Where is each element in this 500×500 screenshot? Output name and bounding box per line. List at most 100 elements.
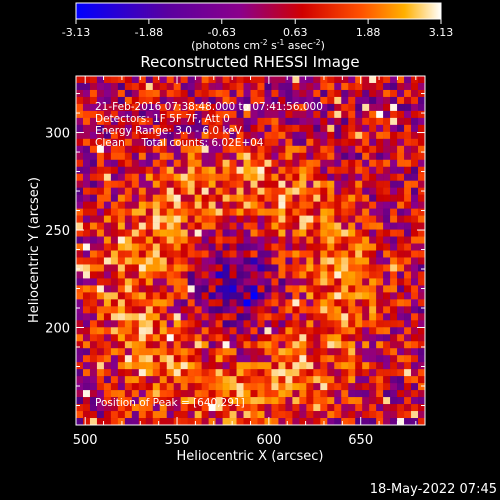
- heatmap-pixel: [411, 404, 419, 412]
- heatmap-pixel: [131, 138, 140, 147]
- heatmap-pixel: [376, 313, 384, 321]
- heatmap-pixel: [250, 271, 258, 279]
- heatmap-pixel: [124, 278, 133, 286]
- heatmap-pixel: [341, 89, 349, 98]
- heatmap-pixel: [124, 117, 133, 126]
- heatmap-pixel: [362, 418, 370, 426]
- heatmap-pixel: [117, 222, 126, 230]
- heatmap-pixel: [369, 362, 377, 370]
- heatmap-pixel: [397, 355, 405, 363]
- heatmap-pixel: [152, 187, 161, 195]
- heatmap-pixel: [124, 138, 133, 147]
- heatmap-pixel: [201, 201, 209, 209]
- heatmap-pixel: [250, 82, 258, 91]
- heatmap-pixel: [152, 131, 161, 140]
- heatmap-pixel: [215, 180, 223, 188]
- heatmap-pixel: [306, 278, 314, 286]
- heatmap-pixel: [320, 355, 328, 363]
- heatmap-pixel: [264, 201, 272, 209]
- heatmap-pixel: [173, 124, 181, 133]
- heatmap-pixel: [82, 376, 91, 384]
- heatmap-pixel: [397, 236, 405, 244]
- heatmap-pixel: [117, 145, 126, 154]
- heatmap-pixel: [82, 145, 91, 154]
- heatmap-pixel: [229, 362, 237, 370]
- heatmap-pixel: [110, 334, 119, 342]
- heatmap-pixel: [341, 271, 349, 279]
- heatmap-pixel: [194, 124, 202, 133]
- heatmap-pixel: [110, 299, 119, 307]
- heatmap-pixel: [257, 369, 265, 377]
- heatmap-pixel: [327, 299, 335, 307]
- heatmap-pixel: [76, 355, 84, 363]
- heatmap-pixel: [194, 229, 202, 237]
- heatmap-pixel: [383, 313, 391, 321]
- heatmap-pixel: [89, 341, 98, 349]
- heatmap-pixel: [166, 264, 175, 272]
- heatmap-pixel: [215, 82, 223, 91]
- heatmap-pixel: [180, 411, 188, 419]
- heatmap-pixel: [76, 257, 84, 265]
- heatmap-pixel: [411, 362, 419, 370]
- heatmap-pixel: [138, 264, 147, 272]
- heatmap-pixel: [124, 229, 133, 237]
- heatmap-pixel: [222, 145, 230, 154]
- heatmap-pixel: [110, 278, 119, 286]
- heatmap-pixel: [145, 82, 154, 91]
- heatmap-pixel: [131, 292, 140, 300]
- heatmap-pixel: [82, 89, 91, 98]
- heatmap-pixel: [306, 355, 314, 363]
- heatmap-pixel: [299, 278, 307, 286]
- heatmap-pixel: [180, 236, 188, 244]
- heatmap-pixel: [117, 173, 126, 181]
- heatmap-pixel: [76, 243, 84, 251]
- heatmap-pixel: [201, 152, 209, 161]
- heatmap-pixel: [166, 278, 175, 286]
- heatmap-pixel: [418, 362, 426, 370]
- heatmap-pixel: [173, 369, 181, 377]
- heatmap-pixel: [271, 159, 279, 168]
- heatmap-pixel: [250, 369, 258, 377]
- heatmap-pixel: [362, 355, 370, 363]
- heatmap-pixel: [117, 201, 126, 209]
- heatmap-pixel: [173, 215, 181, 223]
- heatmap-pixel: [383, 138, 391, 147]
- heatmap-pixel: [222, 411, 230, 419]
- heatmap-pixel: [124, 362, 133, 370]
- heatmap-pixel: [264, 103, 272, 112]
- heatmap-pixel: [348, 271, 356, 279]
- heatmap-pixel: [124, 341, 133, 349]
- heatmap-pixel: [201, 145, 209, 154]
- heatmap-pixel: [124, 243, 133, 251]
- heatmap-pixel: [110, 341, 119, 349]
- heatmap-pixel: [215, 131, 223, 140]
- heatmap-pixel: [355, 215, 363, 223]
- heatmap-pixel: [76, 313, 84, 321]
- heatmap-pixel: [292, 271, 300, 279]
- heatmap-pixel: [222, 264, 230, 272]
- heatmap-pixel: [355, 362, 363, 370]
- heatmap-pixel: [201, 390, 209, 398]
- heatmap-pixel: [404, 327, 412, 335]
- heatmap-pixel: [229, 131, 237, 140]
- heatmap-pixel: [180, 152, 188, 161]
- heatmap-pixel: [390, 411, 398, 419]
- heatmap-pixel: [110, 327, 119, 335]
- heatmap-pixel: [313, 411, 321, 419]
- heatmap-pixel: [243, 96, 251, 105]
- heatmap-pixel: [173, 299, 181, 307]
- heatmap-pixel: [348, 390, 356, 398]
- heatmap-pixel: [243, 222, 251, 230]
- heatmap-pixel: [117, 320, 126, 328]
- heatmap-pixel: [82, 411, 91, 419]
- heatmap-pixel: [313, 271, 321, 279]
- heatmap-pixel: [313, 355, 321, 363]
- heatmap-pixel: [271, 418, 279, 426]
- heatmap-pixel: [110, 145, 119, 154]
- heatmap-pixel: [201, 362, 209, 370]
- heatmap-pixel: [180, 117, 188, 126]
- heatmap-pixel: [187, 222, 195, 230]
- heatmap-pixel: [152, 390, 161, 398]
- heatmap-pixel: [166, 411, 175, 419]
- heatmap-pixel: [215, 334, 223, 342]
